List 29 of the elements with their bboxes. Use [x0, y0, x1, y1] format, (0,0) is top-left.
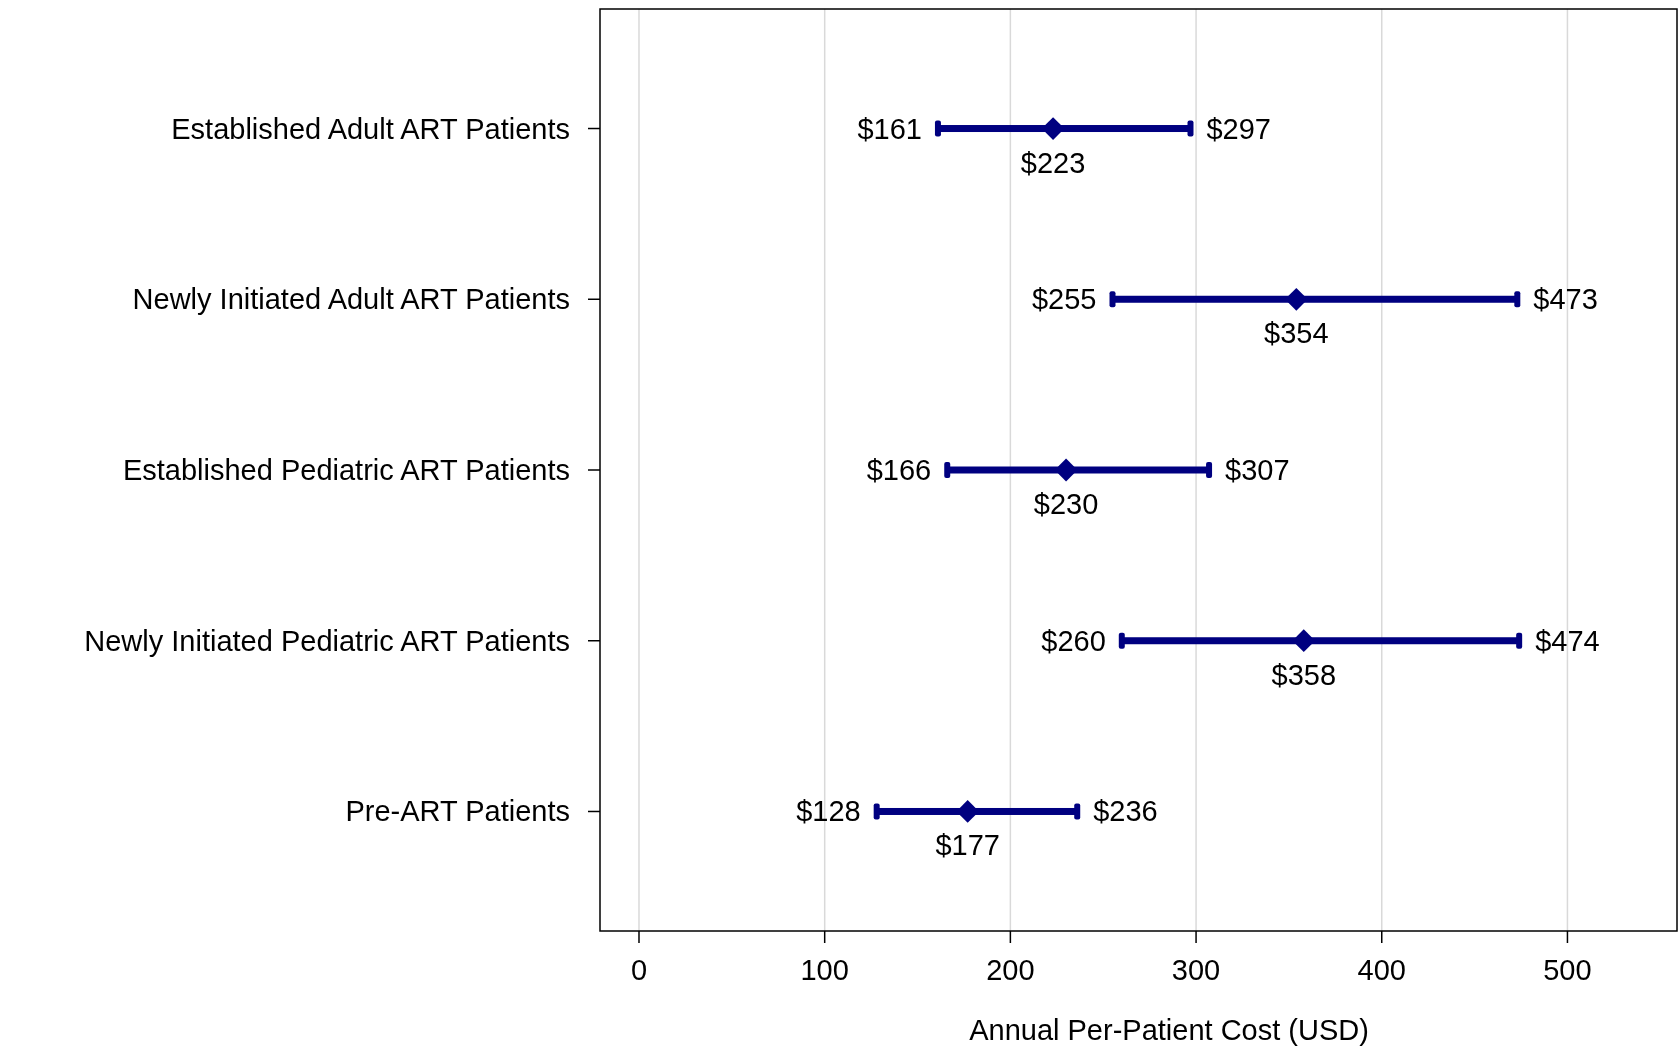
annotation: $128: [796, 795, 861, 828]
annotation: $297: [1206, 112, 1272, 145]
x-axis-title: Annual Per-Patient Cost (USD): [969, 1014, 1369, 1046]
annotation: $473: [1533, 283, 1598, 316]
x-tick-label: 100: [800, 954, 849, 986]
data-label: $358: [1271, 658, 1337, 691]
annotation: $260: [1041, 624, 1106, 657]
x-tick-label: 500: [1543, 954, 1592, 986]
data-label: $354: [1264, 317, 1329, 350]
data-label: $230: [1033, 488, 1099, 520]
data-label: $223: [1020, 146, 1086, 179]
x-tick-label: 0: [630, 954, 648, 986]
data-label: $177: [935, 829, 1000, 862]
y-tick-label: Pre-ART Patients: [345, 795, 570, 828]
y-tick-label: Newly Initiated Adult ART Patients: [132, 283, 570, 316]
x-tick-label: 300: [1171, 954, 1221, 986]
y-tick-label: Newly Initiated Pediatric ART Patients: [84, 624, 570, 657]
annotation: $161: [857, 112, 922, 145]
y-tick-label: Established Adult ART Patients: [171, 112, 570, 145]
point: [1054, 458, 1078, 482]
annotation: $236: [1093, 795, 1158, 828]
annotation: $166: [866, 454, 932, 486]
annotation: $307: [1225, 454, 1290, 486]
annotation: $255: [1031, 283, 1097, 316]
point: [1292, 629, 1316, 653]
annotation: $474: [1535, 624, 1600, 657]
x-tick-label: 400: [1357, 954, 1406, 986]
x-tick-label: 200: [986, 954, 1035, 986]
y-tick-label: Established Pediatric ART Patients: [122, 454, 570, 486]
